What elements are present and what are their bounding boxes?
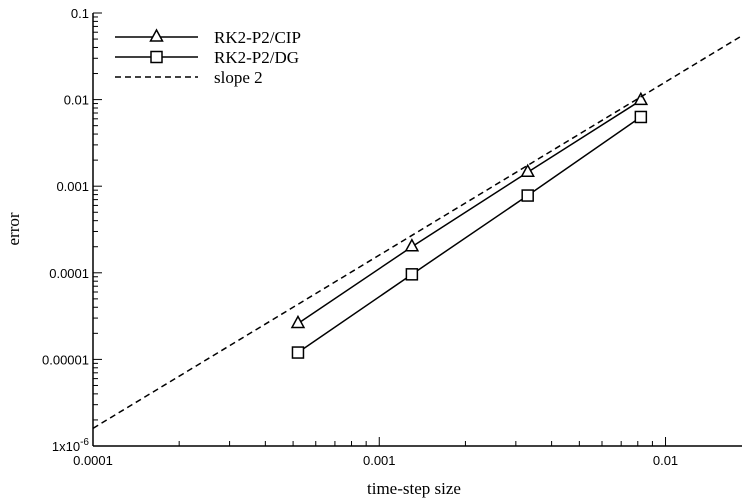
legend-item-rk2-p2-cip: RK2-P2/CIP	[115, 28, 301, 47]
tick-labels: 0.0001 0.001 0.01 1x10-6 0.00001 0.0001 0.001 0…	[42, 6, 678, 468]
x-tick-label: 0.01	[653, 453, 678, 468]
y-tick-label: 0.00001	[42, 352, 89, 367]
y-tick-label-exponent: -6	[80, 437, 89, 448]
legend-marker-rk2-p2-cip	[149, 28, 164, 42]
data-point-rk2-p2-dg	[405, 268, 419, 281]
legend-item-slope-2: slope 2	[115, 68, 263, 87]
data-point-rk2-p2-cip	[290, 314, 306, 329]
data-point-rk2-p2-dg	[291, 346, 305, 359]
x-tick-label: 0.001	[363, 453, 396, 468]
series-line-rk2-p2-cip	[297, 99, 642, 325]
y-tick-label: 0.001	[56, 179, 89, 194]
legend-label-slope-2: slope 2	[214, 68, 263, 87]
legend-label-rk2-p2-cip: RK2-P2/CIP	[214, 28, 301, 47]
y-tick-label: 0.0001	[49, 266, 89, 281]
axes	[92, 13, 742, 447]
data-point-rk2-p2-cip	[520, 163, 535, 177]
data-point-rk2-p2-cip	[633, 91, 649, 106]
legend-marker-rk2-p2-dg	[150, 50, 163, 64]
x-tick-label: 0.0001	[73, 453, 113, 468]
plot-area	[93, 35, 742, 429]
legend-label-rk2-p2-dg: RK2-P2/DG	[214, 48, 299, 67]
data-point-rk2-p2-dg	[521, 189, 534, 202]
x-axis-title: time-step size	[367, 479, 461, 498]
y-tick-label: 0.1	[71, 6, 89, 21]
series-line-rk2-p2-dg	[297, 116, 642, 354]
plot-clip-group	[93, 35, 742, 429]
y-tick-label: 1x10-6	[52, 437, 90, 454]
data-point-rk2-p2-dg	[634, 110, 648, 124]
tick-marks	[92, 12, 667, 447]
y-tick-label: 0.01	[64, 93, 89, 108]
data-point-rk2-p2-cip	[404, 238, 420, 252]
y-axis-title: error	[4, 212, 23, 245]
legend-item-rk2-p2-dg: RK2-P2/DG	[115, 48, 299, 67]
series-line-slope-2	[93, 35, 742, 429]
